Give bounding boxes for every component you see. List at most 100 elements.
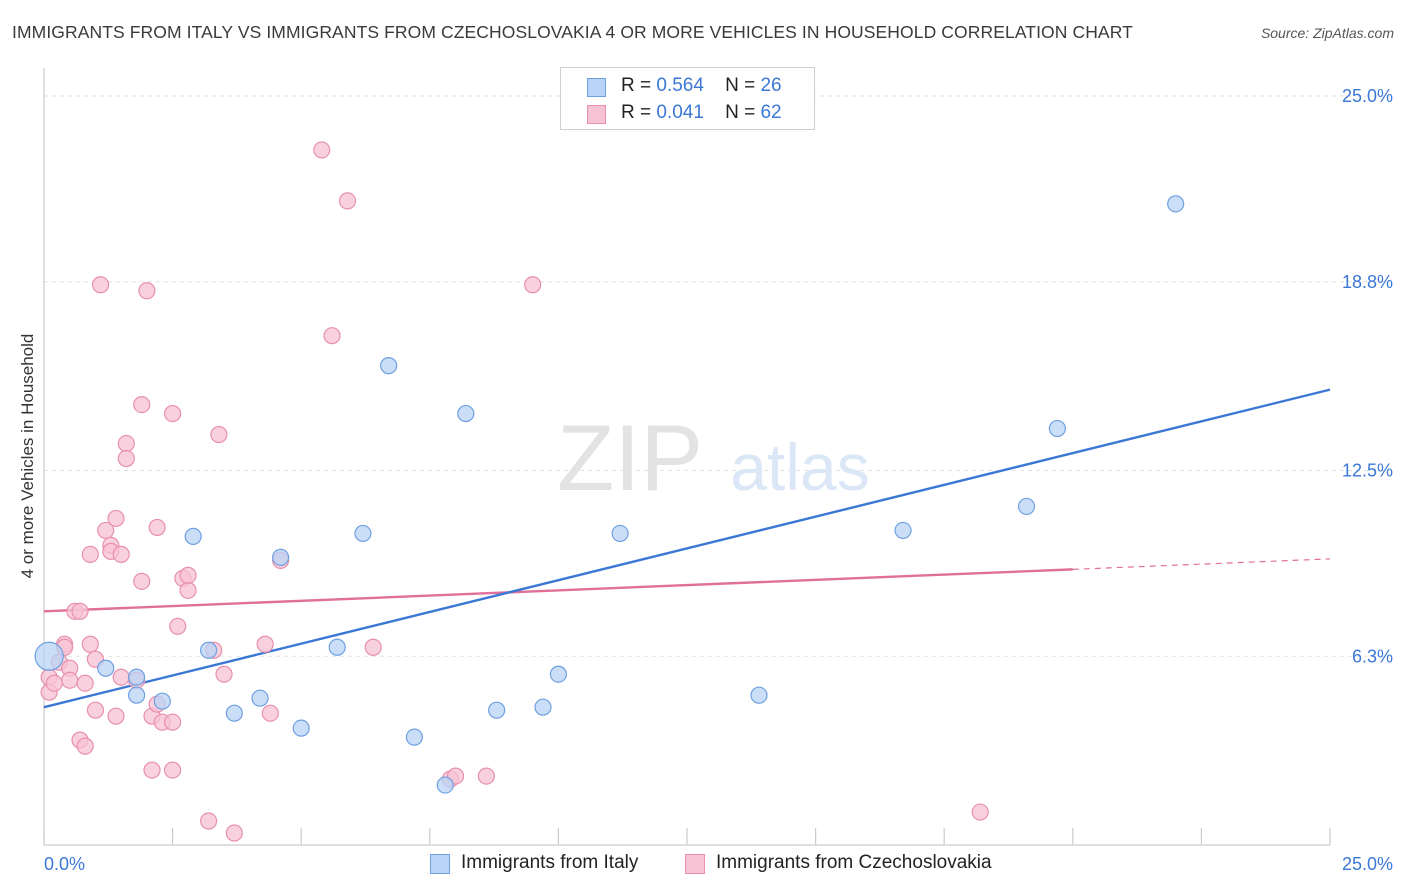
point-czechoslovakia-25 (117, 434, 135, 453)
point-czechoslovakia-36 (164, 404, 182, 423)
trendlines (43, 388, 1331, 709)
legend-swatch-czech (587, 105, 606, 124)
point-czechoslovakia-52 (323, 327, 341, 345)
legend-czech-n: 62 (760, 102, 782, 123)
y-tick-labels: 6.3% 12.5% 18.8% 25.0% (1342, 86, 1393, 666)
legend-italy-n-label: N = (725, 75, 756, 96)
legend-italy-r-label: R = (621, 75, 652, 96)
point-italy-12 (354, 524, 372, 543)
point-italy-10 (292, 719, 310, 737)
point-czechoslovakia-23 (107, 707, 125, 725)
legend-czech-r-label: R = (621, 102, 652, 123)
point-italy-23 (1017, 497, 1036, 516)
point-italy-20 (611, 524, 629, 543)
point-czechoslovakia-53 (338, 192, 357, 210)
point-italy-17 (488, 701, 506, 719)
point-czechoslovakia-37 (164, 761, 182, 779)
correlation-legend: R = 0.564 N = 26 R = 0.041 N = 62 (560, 67, 815, 130)
point-italy-3 (127, 686, 146, 704)
point-czechoslovakia-43 (200, 812, 218, 830)
point-czechoslovakia-2 (45, 674, 63, 692)
point-italy-24 (1048, 419, 1066, 438)
legend-italy-r: 0.564 (656, 75, 704, 96)
point-italy-1 (97, 659, 115, 677)
point-italy-18 (534, 698, 552, 716)
point-czechoslovakia-41 (179, 581, 197, 599)
point-czechoslovakia-59 (971, 803, 989, 821)
point-czechoslovakia-21 (107, 509, 125, 528)
point-czechoslovakia-49 (261, 704, 279, 722)
point-italy-4 (153, 692, 171, 710)
legend-czech-n-label: N = (725, 102, 756, 123)
point-italy-21 (750, 686, 768, 704)
point-czechoslovakia-18 (97, 521, 115, 540)
gridlines (44, 95, 1390, 657)
point-italy-13 (380, 357, 398, 375)
point-czechoslovakia-29 (133, 572, 151, 590)
point-czechoslovakia-38 (164, 713, 182, 731)
x-tick-label-1: 25.0% (1342, 854, 1393, 874)
point-czechoslovakia-57 (477, 767, 495, 785)
x-tick-labels: 0.0% 25.0% (44, 854, 1393, 874)
point-czechoslovakia-14 (81, 635, 99, 653)
point-czechoslovakia-16 (86, 701, 105, 719)
trendline-czechoslovakia (43, 568, 1073, 613)
point-czechoslovakia-51 (313, 141, 331, 159)
y-tick-label-3: 25.0% (1342, 86, 1393, 106)
point-italy-16 (457, 404, 475, 423)
point-czechoslovakia-48 (256, 635, 274, 653)
legend-czech-r: 0.041 (656, 102, 704, 123)
point-italy-9 (272, 548, 290, 566)
bottom-legend-label-czech: Immigrants from Czechoslovakia (716, 852, 992, 873)
trendline-czechoslovakia-extension (1072, 558, 1331, 570)
point-czechoslovakia-11 (76, 737, 94, 755)
point-italy-15 (436, 776, 454, 794)
x-ticks (43, 828, 1331, 845)
bottom-legend-swatch-czech (685, 854, 705, 874)
point-italy-5 (184, 527, 202, 546)
point-italy-2 (127, 668, 146, 686)
point-czechoslovakia-17 (91, 276, 110, 294)
y-tick-label-1: 12.5% (1342, 461, 1393, 481)
point-czechoslovakia-46 (215, 665, 233, 683)
point-italy-6 (200, 641, 218, 659)
bottom-legend-label-italy: Immigrants from Italy (461, 852, 639, 873)
point-czechoslovakia-39 (169, 617, 187, 635)
point-czechoslovakia-7 (61, 671, 79, 689)
x-tick-label-0: 0.0% (44, 854, 85, 874)
series-italy-points (34, 195, 1185, 794)
y-tick-label-2: 18.8% (1342, 272, 1393, 292)
point-italy-0 (34, 641, 64, 671)
point-czechoslovakia-24 (112, 668, 130, 686)
point-czechoslovakia-13 (81, 545, 99, 563)
point-czechoslovakia-34 (148, 518, 166, 537)
bottom-legend-swatch-italy (430, 854, 450, 874)
point-czechoslovakia-47 (225, 824, 243, 842)
point-italy-22 (894, 521, 912, 540)
trendline-italy (43, 388, 1331, 709)
point-czechoslovakia-22 (112, 545, 130, 563)
point-czechoslovakia-42 (179, 566, 197, 584)
point-czechoslovakia-28 (133, 395, 151, 414)
point-czechoslovakia-58 (524, 276, 542, 294)
source-label: Source: ZipAtlas.com (1260, 25, 1394, 41)
watermark-atlas: atlas (730, 430, 869, 504)
point-czechoslovakia-9 (71, 602, 89, 620)
point-czechoslovakia-32 (143, 761, 161, 779)
point-czechoslovakia-26 (117, 449, 135, 468)
point-czechoslovakia-45 (210, 425, 228, 444)
chart-title: IMMIGRANTS FROM ITALY VS IMMIGRANTS FROM… (12, 22, 1133, 42)
point-czechoslovakia-12 (76, 674, 94, 692)
y-tick-label-0: 6.3% (1352, 646, 1393, 666)
point-italy-8 (251, 689, 269, 707)
point-italy-14 (405, 728, 423, 746)
point-czechoslovakia-54 (364, 638, 382, 656)
point-czechoslovakia-30 (138, 282, 156, 300)
watermark-zip: ZIP (557, 405, 703, 510)
point-italy-19 (549, 665, 568, 683)
legend-swatch-italy (587, 78, 606, 97)
point-italy-11 (328, 638, 346, 656)
point-italy-7 (225, 704, 243, 722)
point-italy-25 (1167, 195, 1185, 213)
